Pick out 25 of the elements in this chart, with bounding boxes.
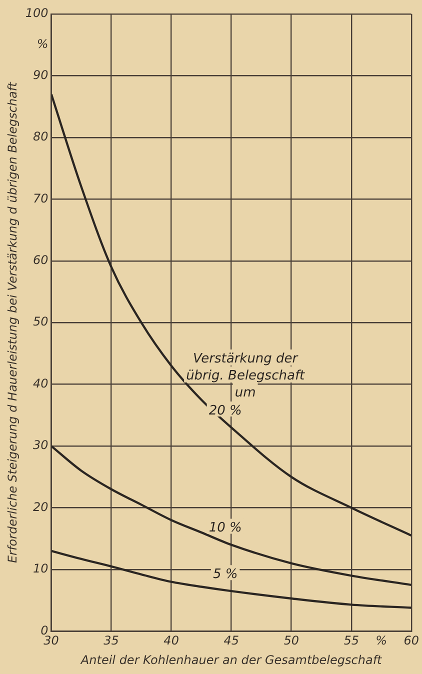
series-label: 5 %	[212, 566, 238, 582]
y-tick-label: 90	[33, 68, 49, 82]
y-tick-label: 30	[33, 438, 49, 452]
y-axis-title: Erforderliche Steigerung d Hauerleistung bei Verstärkung d übrigen Belegschaft	[5, 80, 20, 564]
annotation: Verstärkung der übrig. Belegschaft um	[186, 351, 306, 400]
x-tick-label: 60	[404, 634, 420, 648]
x-tick-label: 50	[284, 634, 300, 648]
x-tick-label: 55	[344, 634, 359, 648]
y-tick-label: 40	[33, 376, 49, 390]
x-tick-label: 45	[224, 634, 239, 648]
series-label: 20 %	[208, 403, 242, 418]
y-tick-label: 10	[33, 562, 49, 576]
y-tick-label: 80	[33, 130, 49, 144]
x-tick-label: 40	[164, 634, 180, 648]
y-tick-label: %	[36, 36, 48, 51]
y-tick-label: 20	[33, 500, 49, 514]
y-tick-label: 60	[33, 253, 49, 268]
series-label: 10 %	[208, 520, 242, 536]
y-tick-label: 50	[33, 314, 49, 329]
x-axis-title: Anteil der Kohlenhauer an der Gesamtbelegschaft	[80, 652, 384, 667]
y-tick-label: 0	[40, 623, 49, 638]
x-tick-label: %	[376, 634, 388, 648]
y-tick-label: 70	[33, 191, 49, 206]
x-tick-label: 35	[104, 634, 119, 648]
y-tick-label: 100	[25, 6, 49, 20]
